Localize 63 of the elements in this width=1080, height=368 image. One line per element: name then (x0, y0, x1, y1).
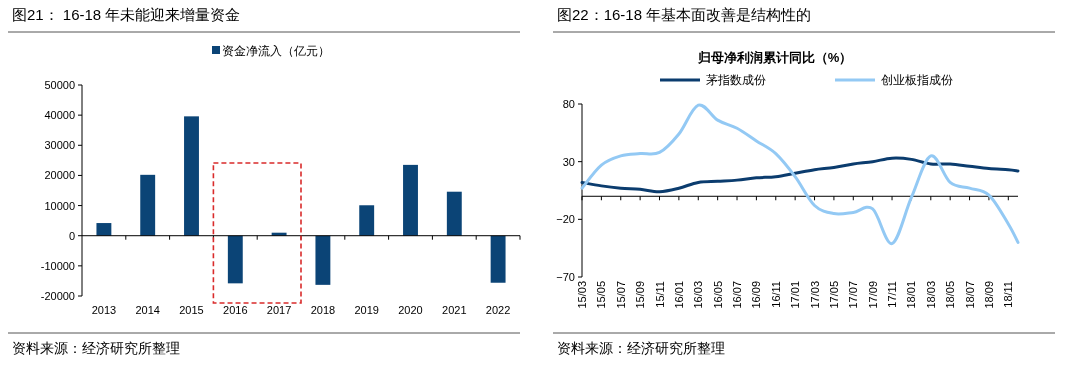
y-tick-label: −20 (556, 213, 575, 226)
x-tick-label: 18/03 (924, 281, 937, 309)
x-tick-label: 17/07 (847, 281, 860, 309)
y-tick-label: 40000 (44, 109, 75, 122)
x-tick-label: 2014 (135, 304, 160, 316)
x-tick-label: 15/05 (595, 281, 608, 309)
bar (227, 235, 243, 284)
y-tick-label: 80 (562, 98, 575, 110)
x-tick-label: 2016 (223, 304, 248, 316)
x-tick-label: 16/07 (731, 281, 744, 309)
x-tick-label: 16/01 (672, 281, 685, 309)
x-tick-label: 15/11 (653, 281, 666, 308)
x-tick-label: 2015 (179, 304, 204, 316)
legend-label: 茅指数成份 (706, 73, 766, 87)
y-tick-label: 10000 (44, 199, 75, 212)
x-tick-label: 15/03 (576, 281, 588, 309)
x-tick-label: 2019 (354, 304, 379, 316)
x-tick-label: 2020 (398, 304, 423, 316)
bar (446, 191, 462, 236)
text: 资料来源：经济研究所整理 (12, 340, 180, 356)
bar (315, 235, 331, 285)
y-tick-label: 50000 (44, 79, 75, 91)
chart-title: 图21： 16-18 年未能迎来增量资金 (12, 6, 241, 23)
y-tick-label: -10000 (40, 259, 75, 272)
x-tick-label: 18/05 (944, 281, 957, 309)
x-tick-label: 17/01 (789, 281, 802, 309)
x-tick-label: 16/09 (750, 281, 763, 309)
x-tick-label: 16/03 (692, 281, 705, 309)
x-tick-label: 17/11 (886, 281, 899, 308)
legend-label: 资金净流入（亿元） (222, 44, 330, 58)
x-tick-label: 15/07 (614, 281, 627, 309)
x-tick-label: 16/05 (711, 281, 724, 309)
bar (359, 205, 375, 236)
bar (403, 164, 418, 236)
y-tick-label: 20000 (44, 169, 75, 182)
x-tick-label: 2017 (266, 304, 292, 316)
x-tick-label: 18/07 (963, 281, 976, 309)
x-tick-label: 17/03 (808, 281, 821, 309)
text: 资料来源：经济研究所整理 (557, 340, 725, 356)
bar (490, 235, 506, 283)
legend-label: 创业板指成份 (881, 73, 953, 87)
x-tick-label: 2021 (442, 304, 467, 316)
x-tick-label: 2013 (91, 304, 117, 316)
x-tick-label: 18/01 (905, 281, 918, 309)
y-tick-label: 30000 (44, 139, 75, 152)
x-tick-label: 17/05 (827, 281, 840, 309)
y-tick-label: 0 (68, 229, 75, 242)
chart-subtitle: 归母净利润累计同比（%） (696, 50, 853, 65)
x-tick-label: 16/11 (769, 281, 782, 308)
x-tick-label: 15/09 (634, 281, 647, 309)
x-tick-label: 2018 (310, 304, 336, 316)
line-series (580, 103, 1020, 246)
y-tick-label: −70 (556, 271, 575, 283)
x-tick-label: 18/09 (982, 281, 995, 309)
x-tick-label: 17/09 (866, 281, 879, 309)
x-tick-label: 2022 (485, 304, 511, 316)
y-tick-label: -20000 (40, 290, 75, 302)
chart-title: 图22：16-18 年基本面改善是结构性的 (557, 6, 812, 23)
x-tick-label: 18/11 (1002, 281, 1015, 308)
bar (140, 174, 156, 236)
bar (96, 223, 112, 236)
bar (184, 116, 199, 236)
y-tick-label: 30 (562, 155, 575, 168)
